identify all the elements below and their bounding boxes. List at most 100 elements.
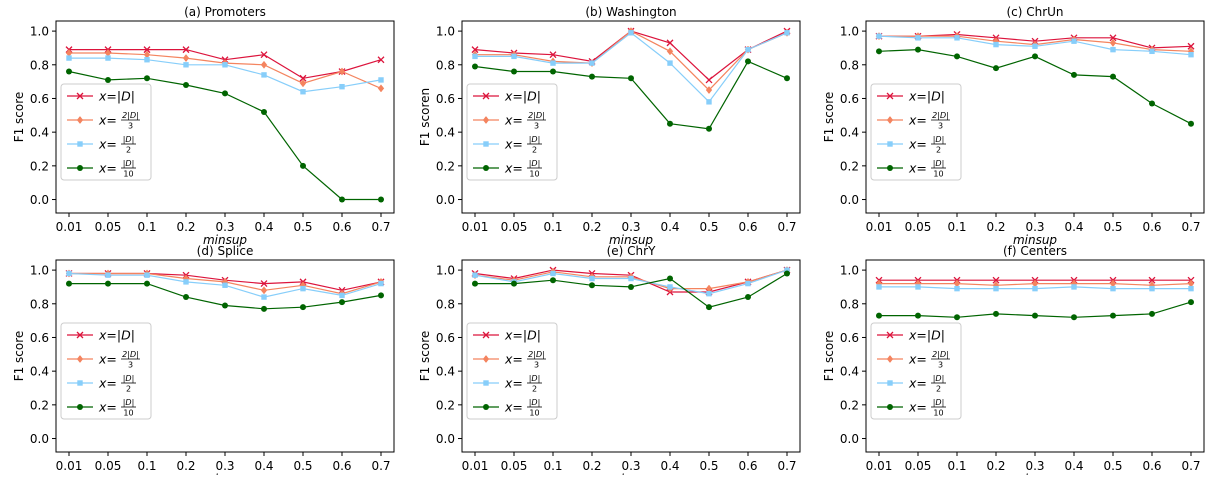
legend-label-D: x=|D| — [504, 89, 541, 104]
x-tick-label: 0.5 — [699, 459, 718, 473]
legend-text: x=|D| — [504, 89, 541, 104]
y-tick-label: 0.0 — [840, 193, 859, 207]
x-tick-label: 0.4 — [660, 459, 679, 473]
panel-2: (b) Washington 0.0 0.2 0.4 0.6 0.8 1.0 0.01 0.05… — [418, 5, 801, 247]
legend-marker-D10 — [77, 165, 83, 171]
data-point — [876, 284, 882, 290]
data-point — [261, 108, 267, 115]
y-tick-label: 0.8 — [436, 297, 455, 311]
data-point — [954, 314, 960, 321]
data-point — [705, 76, 713, 84]
legend-frac-num: 2|D| — [932, 350, 949, 359]
data-point — [954, 285, 960, 292]
y-tick-label: 1.0 — [30, 25, 49, 39]
x-tick-label: 0.6 — [738, 220, 757, 234]
legend-marker-D — [76, 92, 84, 100]
legend-marker-D23 — [76, 115, 84, 125]
x-tick-label: 0.4 — [254, 459, 273, 473]
data-point — [66, 55, 72, 61]
y-tick-label: 0.2 — [30, 159, 49, 173]
x-tick-label: 0.3 — [1025, 220, 1044, 234]
x-axis-label: minsup — [203, 233, 247, 247]
legend-text: x=|D| — [98, 328, 135, 343]
data-point — [339, 292, 345, 299]
data-point — [993, 41, 999, 48]
y-tick-label: 0.4 — [436, 365, 455, 379]
legend-label-D23: x= 2|D| 3 — [98, 111, 140, 131]
series-4 — [66, 280, 384, 312]
legend-text: x= — [98, 137, 117, 152]
legend-text: x= — [504, 161, 523, 176]
data-point — [378, 77, 384, 83]
y-tick-label: 0.6 — [30, 92, 49, 106]
data-point — [705, 86, 713, 95]
panel-title: (d) Splice — [197, 244, 254, 258]
legend-marker-D23 — [76, 354, 84, 364]
data-point — [1187, 42, 1195, 50]
legend-label-D10: x= |D| 10 — [98, 398, 136, 418]
x-tick-label: 0.6 — [738, 459, 757, 473]
legend-box — [870, 322, 962, 420]
legend-frac-den: 10 — [529, 409, 539, 418]
y-tick-label: 0.8 — [840, 297, 859, 311]
y-tick-label: 0.8 — [30, 58, 49, 72]
y-tick-label: 0.4 — [436, 126, 455, 140]
data-point — [589, 275, 595, 282]
data-point — [300, 285, 306, 292]
data-point — [472, 280, 478, 287]
data-point — [144, 280, 150, 287]
legend-marker-D23 — [886, 354, 894, 364]
data-point — [993, 285, 999, 292]
legend-marker-D — [76, 331, 84, 339]
data-point — [261, 305, 267, 312]
x-tick-label: 0.6 — [1142, 459, 1161, 473]
legend-text: x= — [908, 113, 927, 128]
y-tick-label: 0.6 — [840, 331, 859, 345]
data-point — [222, 90, 228, 97]
legend-label-D: x=|D| — [98, 89, 135, 104]
panel-title: (e) ChrY — [607, 244, 656, 258]
data-point — [339, 196, 345, 203]
legend-frac-den: 10 — [123, 409, 133, 418]
legend-frac-den: 2 — [126, 146, 131, 155]
x-tick-label: 0.05 — [905, 459, 932, 473]
x-tick-label: 0.7 — [777, 220, 796, 234]
data-point — [105, 280, 111, 287]
data-point — [549, 51, 557, 59]
data-point — [589, 282, 595, 289]
legend-frac-num: 2|D| — [122, 111, 139, 120]
y-tick-label: 0.4 — [840, 365, 859, 379]
legend-frac-den: 3 — [938, 122, 943, 131]
legend-text: x= — [908, 352, 927, 367]
legend-frac-den: 10 — [123, 170, 133, 179]
data-point — [260, 51, 268, 59]
series-4 — [876, 46, 1194, 127]
x-tick-label: 0.01 — [866, 459, 893, 473]
legend-marker-D2 — [887, 141, 893, 147]
x-tick-label: 0.5 — [1103, 459, 1122, 473]
x-tick-label: 0.4 — [1064, 220, 1083, 234]
x-tick-label: 0.1 — [137, 220, 156, 234]
legend-frac-den: 2 — [936, 146, 941, 155]
y-tick-label: 0.0 — [436, 432, 455, 446]
y-axis-label: F1 score — [12, 331, 26, 382]
legend-frac-num: |D| — [529, 135, 541, 144]
data-point — [1071, 284, 1077, 290]
panel-1: (a) Promoters 0.0 0.2 0.4 0.6 0.8 1.0 0.01 0.05 0… — [12, 5, 395, 247]
data-point — [261, 72, 267, 78]
data-point — [628, 75, 634, 82]
data-point — [1071, 314, 1077, 321]
panel-title: (b) Washington — [585, 5, 676, 19]
data-point — [66, 68, 72, 75]
y-tick-label: 0.4 — [840, 126, 859, 140]
legend-box — [60, 83, 152, 181]
series-3 — [66, 270, 384, 300]
data-point — [144, 272, 150, 278]
data-point — [993, 310, 999, 317]
legend-frac-den: 3 — [128, 122, 133, 131]
legend-text: x= — [98, 400, 117, 415]
data-point — [1032, 285, 1038, 292]
series-3 — [472, 267, 790, 297]
legend-frac-num: |D| — [933, 159, 945, 168]
